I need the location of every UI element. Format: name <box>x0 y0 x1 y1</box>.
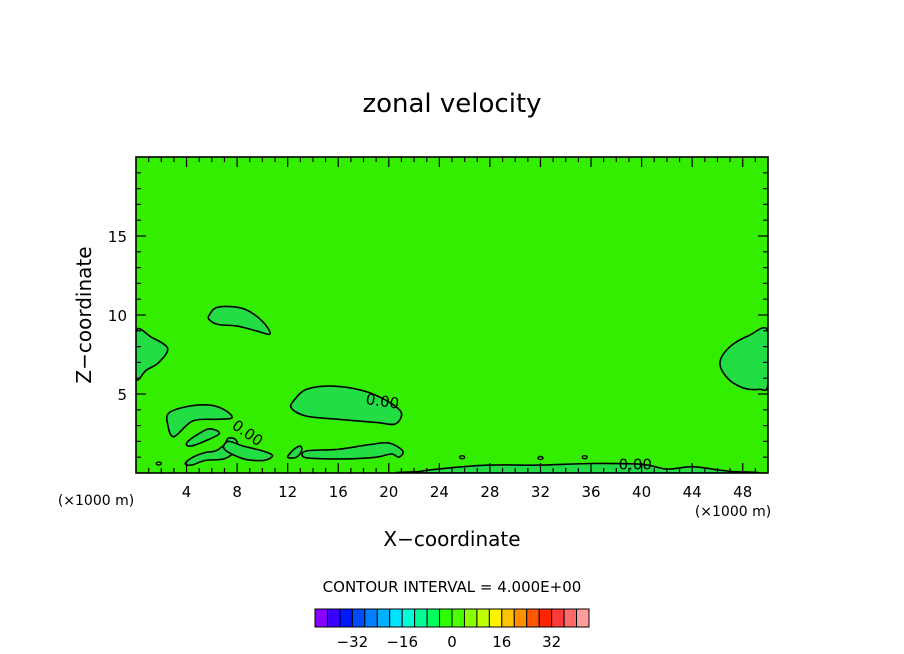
y-axis-label: Z−coordinate <box>72 246 96 383</box>
colorbar-label: 16 <box>492 633 511 651</box>
contour-region-upper-mid-cell <box>207 305 271 336</box>
contour-small-mark <box>581 455 588 460</box>
colorbar-swatch <box>351 608 366 628</box>
contour-region-low-streak-b <box>222 440 274 462</box>
colorbar-swatch <box>476 608 490 628</box>
colorbar-swatch <box>538 608 553 628</box>
x-tick-label: 16 <box>329 483 348 501</box>
y-tick-label: 10 <box>108 307 127 325</box>
colorbar-swatch <box>414 608 428 628</box>
colorbar-labels: −32 −16 0 16 32 <box>337 633 562 651</box>
y-tick-labels: 5 10 15 <box>108 228 127 404</box>
x-tick-label: 40 <box>632 483 651 501</box>
contour-region-left-lower-cell <box>165 404 234 438</box>
x-tick-label: 44 <box>683 483 702 501</box>
x-tick-label: 12 <box>278 483 297 501</box>
colorbar-swatch <box>389 608 403 628</box>
colorbar-swatch <box>513 608 528 628</box>
colorbar-swatch <box>463 608 478 628</box>
contour-region-right-edge-cell <box>719 326 768 392</box>
colorbar-label: −16 <box>386 633 418 651</box>
x-tick-label: 28 <box>480 483 499 501</box>
x-tick-label: 48 <box>733 483 752 501</box>
contour-small-mark <box>155 461 162 466</box>
x-tick-label: 32 <box>531 483 550 501</box>
contour-label: 0.00 <box>365 390 401 412</box>
x-tick-label: 24 <box>430 483 449 501</box>
colorbar-label: 0 <box>447 633 457 651</box>
contour-interval-text: CONTOUR INTERVAL = 4.000E+00 <box>323 578 582 596</box>
colorbar-swatch <box>488 608 503 628</box>
contour-small-mark <box>537 455 544 461</box>
colorbar-swatch <box>364 608 378 628</box>
colorbar-swatch <box>439 608 453 628</box>
contour-small-marks <box>155 455 588 466</box>
colorbar-swatch <box>576 608 590 628</box>
colorbar-swatch <box>563 608 578 628</box>
chart-title: zonal velocity <box>362 89 541 119</box>
contour-region-low-streak-d <box>301 441 404 460</box>
y-tick-label: 15 <box>108 228 127 246</box>
colorbar-swatch <box>401 608 416 628</box>
x-tick-label: 36 <box>581 483 600 501</box>
colorbar-swatch <box>426 608 441 628</box>
colorbar-label: 32 <box>542 633 561 651</box>
colorbar-swatch <box>526 608 540 628</box>
colorbar-swatch <box>326 608 341 628</box>
x-tick-label: 4 <box>182 483 192 501</box>
colorbar-swatch <box>501 608 515 628</box>
contour-regions <box>136 305 768 473</box>
contour-labels: 0.000.000.00 <box>229 390 652 473</box>
plot-area: 0.000.000.00 <box>135 156 769 474</box>
axis-ticks <box>136 157 768 473</box>
contour-region-surface-band <box>395 462 759 473</box>
contour-small-mark <box>458 455 466 460</box>
contour-region-left-low-streak <box>185 427 221 447</box>
y-tick-label: 5 <box>117 386 127 404</box>
x-axis-label: X−coordinate <box>383 527 520 551</box>
x-tick-label: 20 <box>379 483 398 501</box>
colorbar-swatch <box>314 608 328 628</box>
colorbar-swatch <box>376 608 391 628</box>
x-unit-left: (×1000 m) <box>58 493 134 509</box>
x-unit-right: (×1000 m) <box>695 504 771 520</box>
colorbar <box>314 608 590 628</box>
contour-label: 0.00 <box>619 456 652 474</box>
colorbar-swatch <box>339 608 353 628</box>
colorbar-swatch <box>451 608 465 628</box>
colorbar-swatch <box>551 608 565 628</box>
colorbar-label: −32 <box>337 633 369 651</box>
x-tick-label: 8 <box>232 483 242 501</box>
x-tick-labels: 4 8 12 16 20 24 28 32 36 40 44 48 <box>182 483 752 501</box>
contour-region-mid-upper-cell <box>289 385 403 426</box>
contour-region-left-edge-cell <box>136 327 169 381</box>
contour-region-low-streak-c <box>286 445 303 459</box>
